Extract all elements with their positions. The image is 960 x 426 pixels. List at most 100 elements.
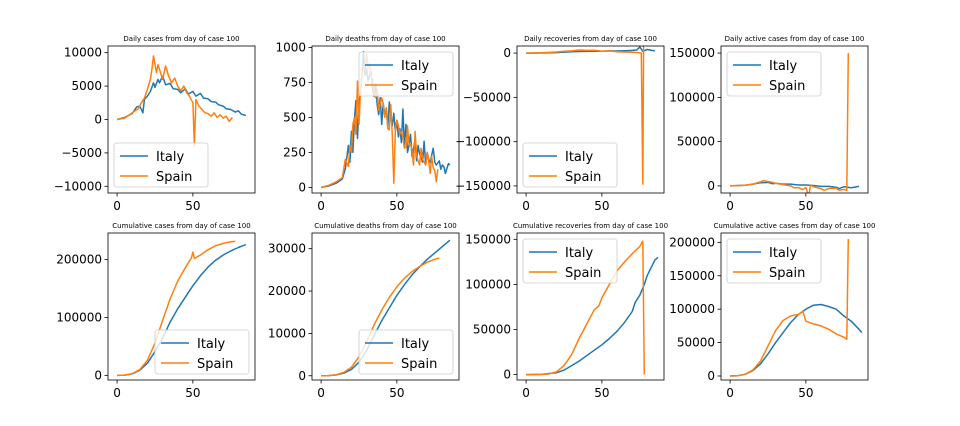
y-tick-label: 100000 bbox=[669, 302, 715, 316]
axes-frame bbox=[311, 232, 460, 381]
series-line-spain bbox=[730, 53, 850, 193]
y-tick-label: 1000 bbox=[275, 40, 306, 54]
x-tick-label: 0 bbox=[113, 199, 121, 213]
y-tick-label: −10000 bbox=[54, 179, 102, 193]
axes-frame bbox=[720, 232, 869, 381]
axes-frame bbox=[311, 45, 460, 194]
y-tick-label: 10000 bbox=[268, 326, 306, 340]
y-tick-label: 250 bbox=[283, 145, 306, 159]
legend: Italy Spain bbox=[726, 238, 822, 284]
chart-title: Cumulative recoveries from day of case 1… bbox=[513, 222, 668, 230]
y-tick-label: 20000 bbox=[268, 284, 306, 298]
chart-title: Cumulative cases from day of case 100 bbox=[112, 222, 250, 230]
axes-frame bbox=[516, 45, 665, 194]
legend: Italy Spain bbox=[358, 329, 454, 375]
x-tick-label: 50 bbox=[798, 386, 813, 400]
series-line-italy bbox=[526, 256, 659, 376]
y-tick-label: 0 bbox=[298, 369, 306, 383]
series-line-spain bbox=[116, 55, 233, 147]
y-tick-label: 0 bbox=[94, 113, 102, 127]
series-line-spain bbox=[320, 53, 439, 189]
x-tick-label: 0 bbox=[522, 199, 530, 213]
y-tick-label: 150000 bbox=[669, 269, 715, 283]
legend: Italy Spain bbox=[726, 51, 822, 97]
x-tick-label: 50 bbox=[389, 199, 404, 213]
axes-frame bbox=[516, 232, 665, 381]
legend-label-italy: Italy bbox=[769, 59, 798, 74]
legend-label-italy: Italy bbox=[197, 337, 226, 352]
y-tick-label: 50000 bbox=[473, 322, 511, 336]
y-tick-label: 100000 bbox=[465, 277, 511, 291]
series-line-spain bbox=[730, 238, 850, 377]
series-line-spain bbox=[526, 46, 645, 185]
legend-label-italy: Italy bbox=[401, 59, 430, 74]
x-tick-label: 50 bbox=[798, 199, 813, 213]
legend-label-spain: Spain bbox=[565, 170, 601, 185]
x-tick-label: 0 bbox=[317, 386, 325, 400]
chart-title: Daily active cases from day of case 100 bbox=[725, 35, 865, 43]
legend: Italy Spain bbox=[113, 142, 209, 188]
legend: Italy Spain bbox=[358, 51, 454, 97]
chart-title: Daily deaths from day of case 100 bbox=[325, 35, 445, 43]
legend-label-spain: Spain bbox=[401, 357, 437, 372]
y-tick-label: 30000 bbox=[268, 242, 306, 256]
y-tick-label: −150000 bbox=[455, 179, 511, 193]
legend: Italy Spain bbox=[522, 142, 618, 188]
y-tick-label: 750 bbox=[283, 75, 306, 89]
legend-label-spain: Spain bbox=[401, 79, 437, 94]
y-tick-label: 50000 bbox=[677, 135, 715, 149]
y-tick-label: 150000 bbox=[465, 232, 511, 246]
x-tick-label: 0 bbox=[726, 386, 734, 400]
y-tick-label: 50000 bbox=[677, 336, 715, 350]
series-line-italy bbox=[730, 181, 860, 190]
legend-label-italy: Italy bbox=[769, 246, 798, 261]
legend-label-spain: Spain bbox=[197, 357, 233, 372]
legend: Italy Spain bbox=[522, 238, 618, 284]
legend-label-spain: Spain bbox=[565, 266, 601, 281]
y-tick-label: 0 bbox=[707, 179, 715, 193]
y-tick-label: 150000 bbox=[669, 46, 715, 60]
chart-panel-7: Cumulative recoveries from day of case 1… bbox=[465, 222, 668, 400]
axes-frame bbox=[720, 45, 869, 194]
legend-label-italy: Italy bbox=[565, 150, 594, 165]
chart-title: Daily cases from day of case 100 bbox=[123, 35, 239, 43]
chart-panel-3: Daily recoveries from day of case 100 0 50… bbox=[455, 35, 665, 213]
x-tick-label: 50 bbox=[594, 386, 609, 400]
chart-title: Daily recoveries from day of case 100 bbox=[524, 35, 657, 43]
y-tick-label: 200000 bbox=[56, 253, 102, 267]
series-line-spain bbox=[117, 240, 236, 377]
legend-label-italy: Italy bbox=[156, 150, 185, 165]
legend-label-spain: Spain bbox=[769, 79, 805, 94]
legend-label-spain: Spain bbox=[156, 170, 192, 185]
chart-panel-6: Cumulative deaths from day of case 100 0 5… bbox=[268, 222, 460, 400]
y-tick-label: 10000 bbox=[64, 46, 102, 60]
x-tick-label: 0 bbox=[113, 386, 121, 400]
x-tick-label: 0 bbox=[317, 199, 325, 213]
chart-panel-4: Daily active cases from day of case 100 0… bbox=[669, 35, 869, 213]
series-line-italy bbox=[116, 75, 247, 121]
chart-panel-1: Daily cases from day of case 100 0 50 −1000… bbox=[54, 35, 256, 213]
chart-panel-2: Daily deaths from day of case 1000 500250… bbox=[275, 35, 460, 213]
chart-panel-5: Cumulative cases from day of case 100 0 50… bbox=[56, 222, 256, 400]
legend-label-italy: Italy bbox=[565, 246, 594, 261]
y-tick-label: −5000 bbox=[61, 146, 102, 160]
y-tick-label: 0 bbox=[503, 368, 511, 382]
legend: Italy Spain bbox=[154, 329, 250, 375]
axes-frame bbox=[107, 232, 256, 381]
y-tick-label: 0 bbox=[707, 369, 715, 383]
x-tick-label: 50 bbox=[389, 386, 404, 400]
y-tick-label: 5000 bbox=[71, 79, 102, 93]
chart-title: Cumulative active cases from day of case… bbox=[714, 222, 876, 230]
y-tick-label: 200000 bbox=[669, 235, 715, 249]
y-tick-label: 0 bbox=[298, 180, 306, 194]
y-tick-label: 500 bbox=[283, 110, 306, 124]
chart-title: Cumulative deaths from day of case 100 bbox=[314, 222, 457, 230]
chart-panel-8: Cumulative active cases from day of case… bbox=[669, 222, 875, 400]
y-tick-label: −100000 bbox=[455, 135, 511, 149]
x-tick-label: 0 bbox=[522, 386, 530, 400]
legend-label-spain: Spain bbox=[769, 266, 805, 281]
x-tick-label: 0 bbox=[726, 199, 734, 213]
y-tick-label: 100000 bbox=[56, 310, 102, 324]
legend-label-italy: Italy bbox=[401, 337, 430, 352]
